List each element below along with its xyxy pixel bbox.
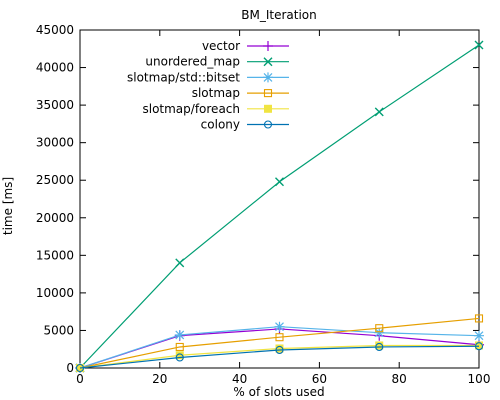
y-tick-label: 15000 [36, 248, 74, 262]
y-tick-label: 25000 [36, 173, 74, 187]
data-point-unordered-map [275, 177, 284, 187]
data-point-colony [375, 342, 384, 352]
axis-ticks: 0 5000 10000 15000 20000 25000 30000 35000 40000… [36, 23, 491, 386]
series-colony [75, 342, 484, 373]
x-tick-label: 0 [76, 372, 84, 386]
x-tick-label: 20 [152, 372, 167, 386]
data-point-colony [175, 353, 184, 362]
legend-marker [263, 41, 273, 51]
series-line-colony [79, 345, 480, 369]
legend-marker [263, 120, 273, 129]
legend-item-slotmap-std-bitset: slotmap/std::bitset [127, 70, 289, 84]
data-point-slotmap-std-bitset [474, 330, 484, 341]
data-point-colony [275, 345, 284, 355]
series-slotmap-std-bitset [75, 321, 484, 373]
legend: vectorunordered_mapslotmap/std::bitsetsl… [127, 39, 289, 132]
data-point-slotmap [275, 333, 284, 342]
data-point-slotmap [175, 342, 184, 352]
data-point-colony [75, 363, 85, 373]
y-tick-label: 40000 [36, 61, 74, 75]
data-point-slotmap [474, 314, 484, 323]
y-tick-label: 0 [66, 361, 74, 375]
legend-label: slotmap [192, 86, 240, 100]
x-tick-label: 40 [232, 372, 247, 386]
data-point-slotmap-std-bitset [174, 329, 185, 340]
data-point-unordered-map [374, 107, 384, 117]
legend-item-colony: colony [201, 118, 289, 132]
data-point-slotmap-std-bitset [374, 327, 385, 338]
y-tick-label: 30000 [36, 136, 74, 150]
x-tick-label: 100 [468, 372, 491, 386]
y-axis-label: time [ms] [1, 177, 15, 235]
legend-marker [263, 89, 273, 98]
y-tick-label: 45000 [36, 23, 74, 37]
legend-marker [263, 72, 273, 83]
x-tick-label: 60 [312, 372, 327, 386]
legend-item-vector: vector [202, 39, 289, 53]
data-point-colony [474, 342, 484, 351]
data-point-slotmap-foreach [175, 351, 184, 360]
y-tick-label: 20000 [36, 211, 74, 225]
y-tick-label: 10000 [36, 286, 74, 300]
data-point-slotmap [375, 324, 384, 333]
legend-label: slotmap/foreach [142, 102, 240, 116]
legend-label: slotmap/std::bitset [127, 70, 240, 84]
legend-marker [264, 104, 272, 113]
x-tick-label: 80 [392, 372, 407, 386]
legend-marker [263, 57, 273, 67]
legend-label: colony [201, 118, 240, 132]
series-layer [75, 40, 484, 373]
legend-item-slotmap-foreach: slotmap/foreach [142, 102, 289, 116]
data-point-slotmap-std-bitset [274, 321, 285, 332]
data-point-unordered-map [474, 40, 484, 50]
legend-item-slotmap: slotmap [192, 86, 289, 100]
legend-item-unordered-map: unordered_map [145, 55, 289, 69]
chart-title: BM_Iteration [241, 8, 317, 22]
plot-frame [79, 29, 480, 369]
y-tick-label: 35000 [36, 98, 74, 112]
series-line-slotmap [79, 317, 480, 369]
y-tick-label: 5000 [43, 323, 74, 337]
legend-label: unordered_map [145, 55, 240, 69]
x-axis-label: % of slots used [233, 385, 324, 399]
data-point-unordered-map [175, 258, 185, 268]
legend-label: vector [202, 39, 240, 53]
